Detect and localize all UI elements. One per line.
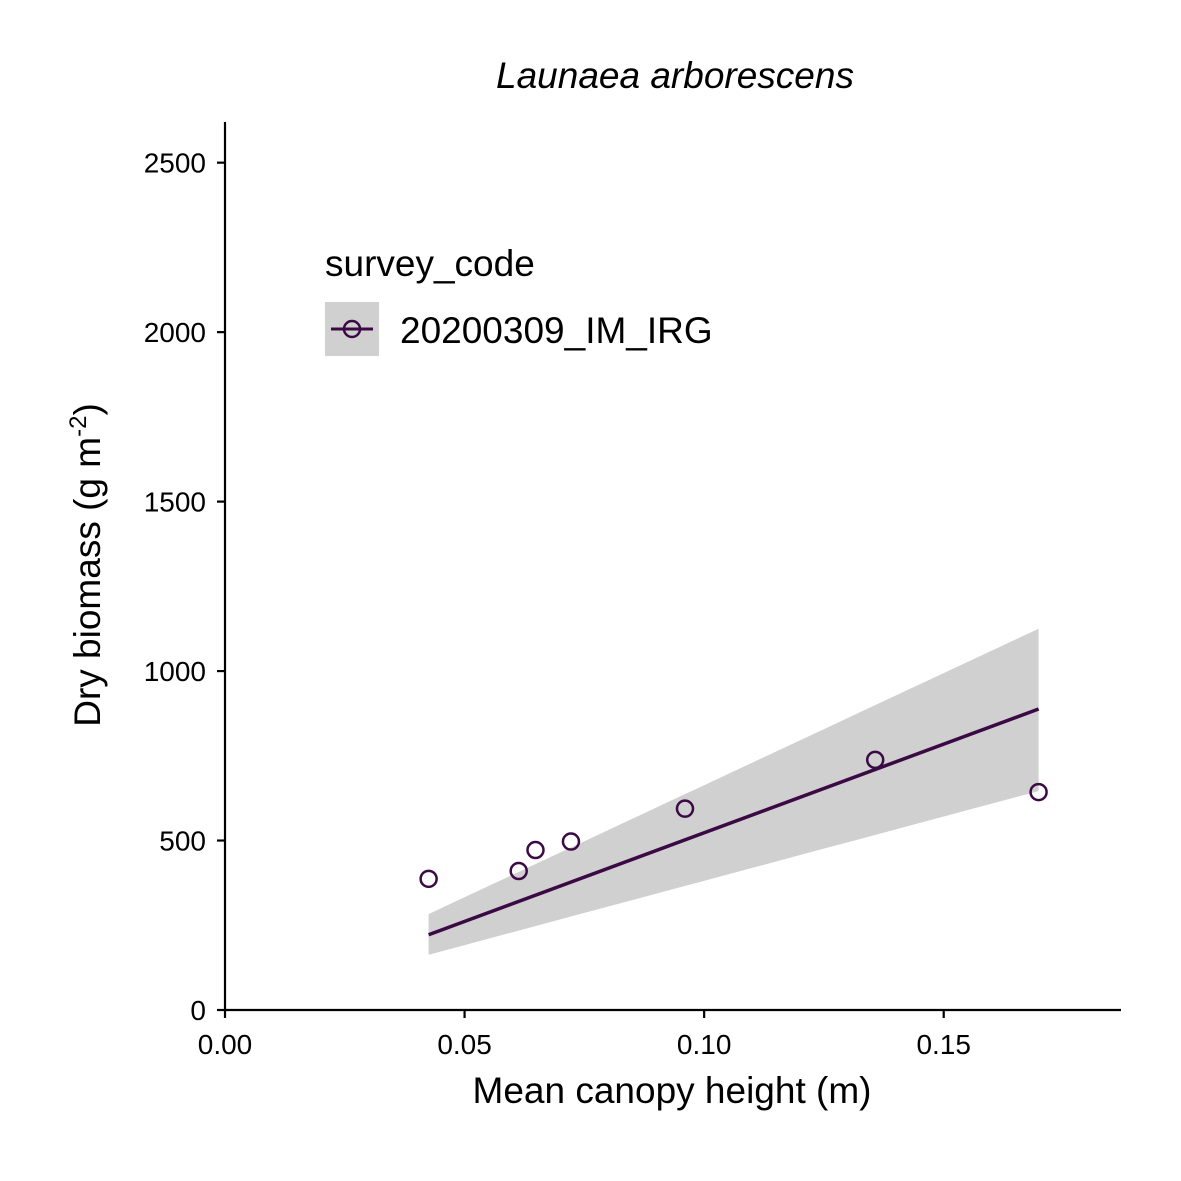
confidence-ribbon — [428, 628, 1039, 955]
x-tick-label: 0.05 — [437, 1029, 492, 1060]
x-axis-title: Mean canopy height (m) — [473, 1070, 872, 1111]
y-tick-label: 500 — [159, 826, 206, 857]
y-tick-label: 2000 — [144, 317, 206, 348]
y-tick-label: 1500 — [144, 487, 206, 518]
data-point — [675, 799, 695, 818]
legend-title: survey_code — [325, 243, 535, 284]
x-tick-label: 0.15 — [916, 1029, 971, 1060]
legend-label: 20200309_IM_IRG — [400, 310, 713, 351]
data-point — [419, 869, 438, 889]
y-axis-ticks: 0 500 1000 1500 2000 2500 — [144, 148, 225, 1026]
legend: survey_code 20200309_IM_IRG — [325, 243, 713, 356]
data-point — [1029, 782, 1048, 802]
data-point — [865, 750, 885, 770]
y-axis-title-superscript: -2 — [65, 416, 92, 437]
x-tick-label: 0.00 — [198, 1029, 253, 1060]
y-axis-title: Dry biomass (g m-2) — [65, 403, 108, 727]
y-tick-label: 2500 — [144, 148, 206, 179]
data-point — [509, 861, 528, 881]
data-point — [526, 840, 545, 860]
y-tick-label: 0 — [190, 995, 206, 1026]
chart-title: Launaea arborescens — [496, 55, 854, 96]
y-axis-title-suffix: ) — [67, 403, 108, 415]
x-axis-ticks: 0.00 0.05 0.10 0.15 — [198, 1010, 971, 1060]
y-axis-title-text: Dry biomass (g m — [67, 437, 108, 727]
regression-line — [428, 707, 1040, 937]
data-point — [561, 832, 581, 851]
plot-area — [419, 628, 1048, 955]
data-points — [419, 750, 1048, 889]
x-tick-label: 0.10 — [677, 1029, 732, 1060]
legend-key-point — [342, 319, 362, 339]
y-tick-label: 1000 — [144, 656, 206, 687]
